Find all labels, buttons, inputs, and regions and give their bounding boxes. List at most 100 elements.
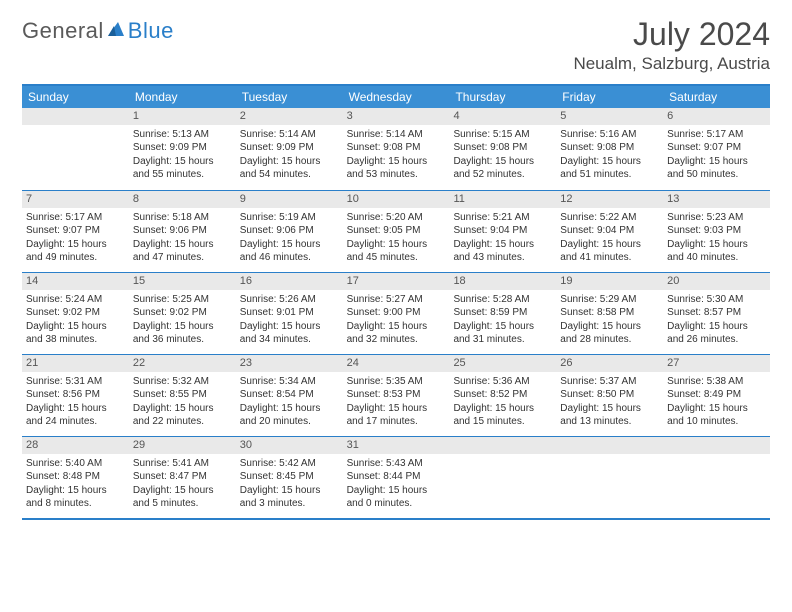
daylight-text: Daylight: 15 hours and 20 minutes.	[240, 402, 339, 429]
daylight-text: Daylight: 15 hours and 40 minutes.	[667, 238, 766, 265]
sunrise-text: Sunrise: 5:28 AM	[453, 293, 552, 307]
sunset-text: Sunset: 9:05 PM	[347, 224, 446, 238]
day-cell: 8 Sunrise: 5:18 AMSunset: 9:06 PMDaylight…	[129, 191, 236, 272]
day-cell: 24Sunrise: 5:35 AMSunset: 8:53 PMDayligh…	[343, 355, 450, 436]
day-number: 20	[663, 273, 770, 290]
day-cell: 30Sunrise: 5:42 AMSunset: 8:45 PMDayligh…	[236, 437, 343, 518]
sunset-text: Sunset: 8:56 PM	[26, 388, 125, 402]
day-number: 15	[129, 273, 236, 290]
sunset-text: Sunset: 8:49 PM	[667, 388, 766, 402]
sunset-text: Sunset: 8:58 PM	[560, 306, 659, 320]
daylight-text: Daylight: 15 hours and 34 minutes.	[240, 320, 339, 347]
sunrise-text: Sunrise: 5:18 AM	[133, 211, 232, 225]
day-number: 8	[129, 191, 236, 208]
day-cell: 7Sunrise: 5:17 AMSunset: 9:07 PMDaylight…	[22, 191, 129, 272]
day-cell: 22Sunrise: 5:32 AMSunset: 8:55 PMDayligh…	[129, 355, 236, 436]
daylight-text: Daylight: 15 hours and 26 minutes.	[667, 320, 766, 347]
day-number: 4	[449, 108, 556, 125]
sunrise-text: Sunrise: 5:17 AM	[667, 128, 766, 142]
day-cell: 6Sunrise: 5:17 AMSunset: 9:07 PMDaylight…	[663, 108, 770, 190]
sunrise-text: Sunrise: 5:34 AM	[240, 375, 339, 389]
daylight-text: Daylight: 15 hours and 46 minutes.	[240, 238, 339, 265]
sunset-text: Sunset: 9:01 PM	[240, 306, 339, 320]
day-cell: 1Sunrise: 5:13 AMSunset: 9:09 PMDaylight…	[129, 108, 236, 190]
dow-cell: Wednesday	[343, 86, 450, 108]
daylight-text: Daylight: 15 hours and 3 minutes.	[240, 484, 339, 511]
daylight-text: Daylight: 15 hours and 51 minutes.	[560, 155, 659, 182]
day-cell: 4Sunrise: 5:15 AMSunset: 9:08 PMDaylight…	[449, 108, 556, 190]
day-number: 19	[556, 273, 663, 290]
day-number: 14	[22, 273, 129, 290]
sunset-text: Sunset: 9:04 PM	[453, 224, 552, 238]
sunset-text: Sunset: 8:48 PM	[26, 470, 125, 484]
day-cell: 12Sunrise: 5:22 AMSunset: 9:04 PMDayligh…	[556, 191, 663, 272]
day-number: 26	[556, 355, 663, 372]
day-cell	[22, 108, 129, 190]
day-number: 6	[663, 108, 770, 125]
sunset-text: Sunset: 9:06 PM	[240, 224, 339, 238]
sunset-text: Sunset: 8:54 PM	[240, 388, 339, 402]
sunset-text: Sunset: 8:52 PM	[453, 388, 552, 402]
brand-logo: General Blue	[22, 18, 174, 44]
day-cell: 20Sunrise: 5:30 AMSunset: 8:57 PMDayligh…	[663, 273, 770, 354]
day-number: 28	[22, 437, 129, 454]
week-row: 21 Sunrise: 5:31 AMSunset: 8:56 PM Dayligh…	[22, 354, 770, 436]
sunrise-text: Sunrise: 5:35 AM	[347, 375, 446, 389]
day-number	[22, 108, 129, 125]
month-title: July 2024	[573, 18, 770, 50]
day-cell: 29Sunrise: 5:41 AMSunset: 8:47 PMDayligh…	[129, 437, 236, 518]
sunrise-text: Sunrise: 5:13 AM	[133, 128, 232, 142]
day-cell: 13Sunrise: 5:23 AMSunset: 9:03 PMDayligh…	[663, 191, 770, 272]
day-cell: 26Sunrise: 5:37 AMSunset: 8:50 PMDayligh…	[556, 355, 663, 436]
day-number: 12	[556, 191, 663, 208]
sail-icon	[106, 18, 126, 44]
daylight-text: Daylight: 15 hours and 13 minutes.	[560, 402, 659, 429]
dow-cell: Thursday	[449, 86, 556, 108]
sunrise-text: Sunrise: 5:19 AM	[240, 211, 339, 225]
sunset-text: Sunset: 9:08 PM	[560, 141, 659, 155]
sunrise-text: Sunrise: 5:14 AM	[240, 128, 339, 142]
day-cell: 19 Sunrise: 5:29 AMSunset: 8:58 PMDayligh…	[556, 273, 663, 354]
sunrise-text: Sunrise: 5:31 AM	[26, 375, 125, 389]
daylight-text: Daylight: 15 hours and 36 minutes.	[133, 320, 232, 347]
daylight-text: Daylight: 15 hours and 0 minutes.	[347, 484, 446, 511]
sunrise-text: Sunrise: 5:17 AM	[26, 211, 125, 225]
dow-cell: Monday	[129, 86, 236, 108]
sunset-text: Sunset: 8:47 PM	[133, 470, 232, 484]
dow-cell: Tuesday	[236, 86, 343, 108]
sunset-text: Sunset: 8:53 PM	[347, 388, 446, 402]
daylight-text: Daylight: 15 hours and 8 minutes.	[26, 484, 125, 511]
sunset-text: Sunset: 9:07 PM	[26, 224, 125, 238]
dow-cell: Saturday	[663, 86, 770, 108]
title-block: July 2024 Neualm, Salzburg, Austria	[573, 18, 770, 74]
day-number: 17	[343, 273, 450, 290]
day-cell	[663, 437, 770, 518]
day-number: 21	[22, 355, 129, 372]
sunset-text: Sunset: 9:09 PM	[240, 141, 339, 155]
daylight-text: Daylight: 15 hours and 41 minutes.	[560, 238, 659, 265]
daylight-text: Daylight: 15 hours and 55 minutes.	[133, 155, 232, 182]
daylight-text: Daylight: 15 hours and 28 minutes.	[560, 320, 659, 347]
sunrise-text: Sunrise: 5:29 AM	[560, 293, 659, 307]
daylight-text: Daylight: 15 hours and 54 minutes.	[240, 155, 339, 182]
calendar-page: General Blue July 2024 Neualm, Salzburg,…	[0, 0, 792, 530]
brand-part2: Blue	[128, 18, 174, 44]
header: General Blue July 2024 Neualm, Salzburg,…	[22, 18, 770, 74]
daylight-text: Daylight: 15 hours and 22 minutes.	[133, 402, 232, 429]
week-row: 14Sunrise: 5:24 AMSunset: 9:02 PMDayligh…	[22, 272, 770, 354]
day-cell: 21Sunrise: 5:31 AMSunset: 8:56 PMDayligh…	[22, 355, 129, 436]
sunset-text: Sunset: 9:02 PM	[133, 306, 232, 320]
day-cell: 31Sunrise: 5:43 AMSunset: 8:44 PMDayligh…	[343, 437, 450, 518]
sunrise-text: Sunrise: 5:22 AM	[560, 211, 659, 225]
day-number	[556, 437, 663, 454]
sunset-text: Sunset: 8:50 PM	[560, 388, 659, 402]
daylight-text: Daylight: 15 hours and 52 minutes.	[453, 155, 552, 182]
sunset-text: Sunset: 9:00 PM	[347, 306, 446, 320]
daylight-text: Daylight: 15 hours and 10 minutes.	[667, 402, 766, 429]
sunset-text: Sunset: 9:06 PM	[133, 224, 232, 238]
daylight-text: Daylight: 15 hours and 32 minutes.	[347, 320, 446, 347]
daylight-text: Daylight: 15 hours and 45 minutes.	[347, 238, 446, 265]
sunset-text: Sunset: 8:45 PM	[240, 470, 339, 484]
daylight-text: Daylight: 15 hours and 50 minutes.	[667, 155, 766, 182]
daylight-text: Daylight: 15 hours and 47 minutes.	[133, 238, 232, 265]
